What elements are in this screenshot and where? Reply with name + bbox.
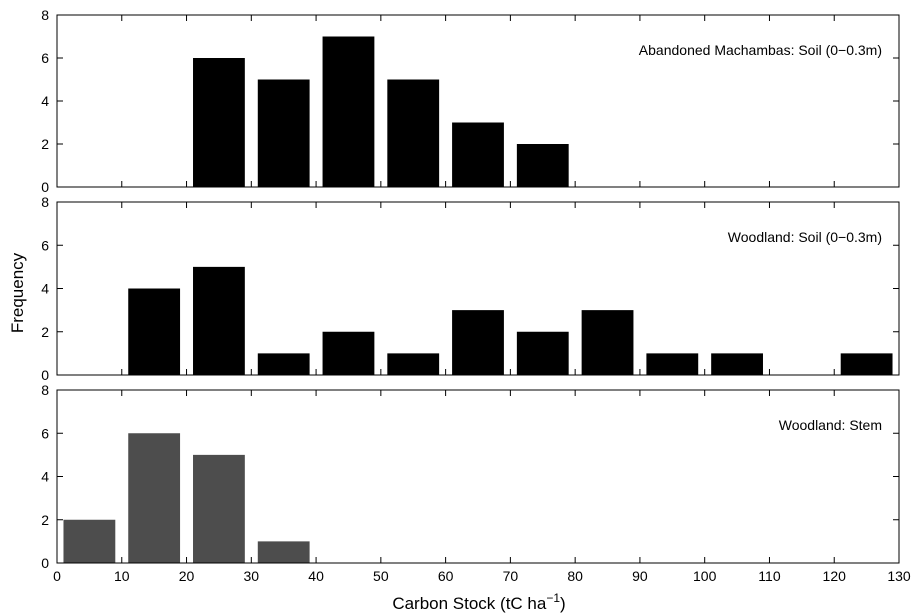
y-tick-label: 2 <box>41 324 49 340</box>
bar <box>193 58 245 187</box>
x-tick-label: 100 <box>693 568 717 584</box>
x-tick-label: 80 <box>567 568 583 584</box>
y-tick-label: 0 <box>41 555 49 571</box>
y-tick-label: 6 <box>41 425 49 441</box>
bar <box>128 288 181 375</box>
bar <box>128 433 181 563</box>
x-tick-label: 110 <box>758 568 781 584</box>
y-tick-label: 6 <box>41 237 49 253</box>
x-tick-label: 130 <box>887 568 911 584</box>
bar <box>581 310 634 375</box>
bar <box>646 353 699 375</box>
x-axis-title: Carbon Stock (tC ha−1) <box>392 591 565 613</box>
panel-2: 0 2 4 6 8 Woodland: Soil (0−0.3m) <box>41 194 900 383</box>
y-tick-label: 0 <box>41 367 49 383</box>
x-tick-label: 60 <box>438 568 454 584</box>
bar <box>387 353 440 375</box>
bar <box>193 454 245 563</box>
bar <box>193 266 245 375</box>
bar <box>257 79 310 187</box>
y-tick-label: 0 <box>41 179 49 195</box>
x-tick-label: 10 <box>114 568 130 584</box>
panel-1: 0 2 4 6 8 Abandoned Machambas: Soil (0−0.3m) <box>41 7 900 195</box>
panel-3: 0 2 4 6 8 Woodland: Stem 0 10 20 30 40 50 60 70 80 90 10… <box>41 382 911 584</box>
bar <box>387 79 440 187</box>
panel-label: Woodland: Soil (0−0.3m) <box>728 229 882 245</box>
y-tick-label: 6 <box>41 50 49 66</box>
x-tick-label: 90 <box>632 568 648 584</box>
bar <box>452 310 504 375</box>
y-tick-label: 8 <box>41 382 49 398</box>
bar <box>452 122 504 187</box>
bar <box>322 36 375 187</box>
bar <box>322 331 375 375</box>
y-tick-label: 4 <box>41 469 49 485</box>
panel-label: Abandoned Machambas: Soil (0−0.3m) <box>639 42 882 58</box>
x-tick-label: 0 <box>53 568 61 584</box>
bar <box>257 353 310 375</box>
x-tick-label: 20 <box>179 568 195 584</box>
bar <box>840 353 893 375</box>
y-tick-label: 8 <box>41 7 49 23</box>
y-axis-title: Frequency <box>8 252 27 333</box>
y-tick-label: 8 <box>41 194 49 210</box>
y-tick-label: 4 <box>41 281 49 297</box>
x-tick-label: 70 <box>503 568 519 584</box>
panel-label: Woodland: Stem <box>779 417 882 433</box>
bar <box>63 519 116 563</box>
x-tick-label: 120 <box>823 568 847 584</box>
bar <box>257 541 310 563</box>
panel-frame <box>56 389 900 564</box>
y-tick-label: 2 <box>41 512 49 528</box>
y-tick-label: 2 <box>41 136 49 152</box>
bar <box>516 331 569 375</box>
x-tick-label: 40 <box>308 568 324 584</box>
bar <box>711 353 763 375</box>
bar <box>516 144 569 187</box>
y-tick-label: 4 <box>41 93 49 109</box>
x-tick-label: 50 <box>373 568 389 584</box>
x-tick-label: 30 <box>244 568 260 584</box>
